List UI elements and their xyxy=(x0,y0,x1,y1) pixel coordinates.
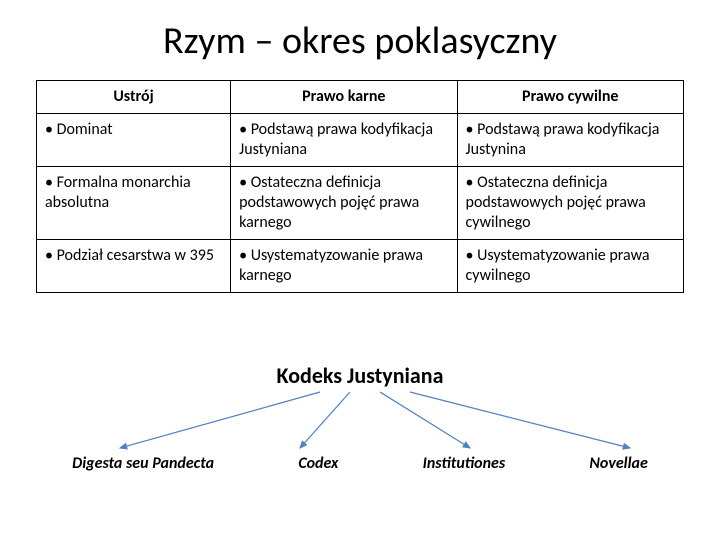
cell-text: Podstawą prawa kodyfikacja Justynina xyxy=(466,120,660,159)
slide: Rzym – okres poklasyczny Ustrój Prawo ka… xyxy=(0,0,720,540)
branch-codex: Codex xyxy=(298,454,338,473)
table-row: • Podział cesarstwa w 395 • Usystematyzo… xyxy=(37,240,684,293)
cell-text: Podstawą prawa kodyfikacja Justyniana xyxy=(239,120,433,159)
table-header-row: Ustrój Prawo karne Prawo cywilne xyxy=(37,81,684,114)
cell-text: Usystematyzowanie prawa karnego xyxy=(239,246,423,285)
table-cell: • Ostateczna definicja podstawowych poję… xyxy=(231,167,457,240)
table-cell: • Podział cesarstwa w 395 xyxy=(37,240,231,293)
branch-institutiones: Institutiones xyxy=(423,454,506,473)
table-cell: • Ostateczna definicja podstawowych poję… xyxy=(457,167,683,240)
table-cell: • Podstawą prawa kodyfikacja Justynina xyxy=(457,114,683,167)
table-row: • Formalna monarchia absolutna • Ostatec… xyxy=(37,167,684,240)
branches-row: Digesta seu Pandecta Codex Institutiones… xyxy=(0,454,720,473)
branch-novellae: Novellae xyxy=(589,454,647,473)
table-cell: • Usystematyzowanie prawa cywilnego xyxy=(457,240,683,293)
cell-text: Formalna monarchia absolutna xyxy=(45,173,191,212)
branch-digesta: Digesta seu Pandecta xyxy=(72,454,214,473)
table-cell: • Podstawą prawa kodyfikacja Justyniana xyxy=(231,114,457,167)
cell-text: Usystematyzowanie prawa cywilnego xyxy=(466,246,650,285)
table-header: Ustrój xyxy=(37,81,231,114)
table-header: Prawo cywilne xyxy=(457,81,683,114)
cell-text: Ostateczna definicja podstawowych pojęć … xyxy=(466,173,646,232)
table-cell: • Usystematyzowanie prawa karnego xyxy=(231,240,457,293)
table-row: • Dominat • Podstawą prawa kodyfikacja J… xyxy=(37,114,684,167)
cell-text: Podział cesarstwa w 395 xyxy=(57,246,214,265)
table-cell: • Formalna monarchia absolutna xyxy=(37,167,231,240)
table-header: Prawo karne xyxy=(231,81,457,114)
kodeks-label: Kodeks Justyniana xyxy=(277,362,444,389)
page-title: Rzym – okres poklasyczny xyxy=(36,18,684,64)
comparison-table: Ustrój Prawo karne Prawo cywilne • Domin… xyxy=(36,80,684,293)
cell-text: Dominat xyxy=(57,120,113,139)
kodeks-wrap: Kodeks Justyniana xyxy=(0,362,720,389)
cell-text: Ostateczna definicja podstawowych pojęć … xyxy=(239,173,419,232)
table-cell: • Dominat xyxy=(37,114,231,167)
